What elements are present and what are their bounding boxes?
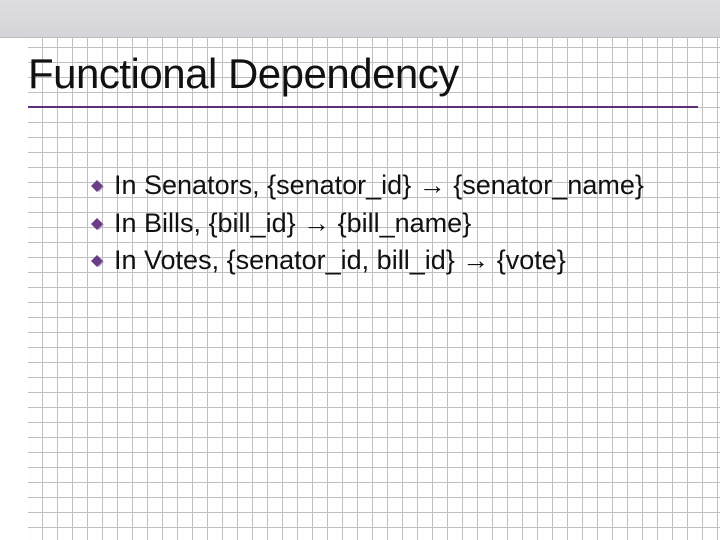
list-item: In Bills, {bill_id} → {bill_name} <box>90 206 680 242</box>
title-container: Functional Dependency <box>28 50 698 108</box>
diamond-bullet-icon <box>90 179 104 193</box>
slide: Functional Dependency In Senators, {sena… <box>0 0 720 540</box>
bullet-list: In Senators, {senator_id} → {senator_nam… <box>90 168 680 281</box>
list-item-text: In Bills, {bill_id} → {bill_name} <box>114 206 471 242</box>
diamond-bullet-icon <box>90 254 104 268</box>
list-item: In Votes, {senator_id, bill_id} → {vote} <box>90 243 680 279</box>
slide-topbar <box>0 0 720 38</box>
list-item: In Senators, {senator_id} → {senator_nam… <box>90 168 680 204</box>
diamond-bullet-icon <box>90 217 104 231</box>
slide-title: Functional Dependency <box>28 50 698 98</box>
list-item-text: In Senators, {senator_id} → {senator_nam… <box>114 168 644 204</box>
list-item-text: In Votes, {senator_id, bill_id} → {vote} <box>114 243 566 279</box>
